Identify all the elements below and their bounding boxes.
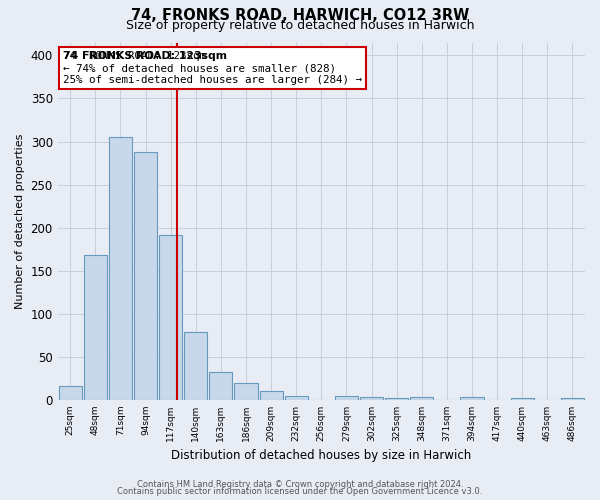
Text: 74 FRONKS ROAD: 123sqm
← 74% of detached houses are smaller (828)
25% of semi-de: 74 FRONKS ROAD: 123sqm ← 74% of detached… [63, 52, 362, 84]
Bar [84, 255, 107, 400]
Bar [184, 332, 208, 400]
Bar [209, 372, 232, 400]
Bar [284, 396, 308, 400]
Bar [460, 398, 484, 400]
Bar [335, 396, 358, 400]
Bar [561, 398, 584, 400]
Bar [385, 398, 408, 400]
Bar [235, 382, 257, 400]
Text: Contains public sector information licensed under the Open Government Licence v3: Contains public sector information licen… [118, 487, 482, 496]
Bar [109, 137, 132, 400]
Y-axis label: Number of detached properties: Number of detached properties [15, 134, 25, 309]
Text: Contains HM Land Registry data © Crown copyright and database right 2024.: Contains HM Land Registry data © Crown c… [137, 480, 463, 489]
Bar [260, 392, 283, 400]
Bar [134, 152, 157, 400]
Bar [410, 398, 433, 400]
Bar [511, 398, 534, 400]
Bar [159, 234, 182, 400]
Text: 74 FRONKS ROAD: 123sqm: 74 FRONKS ROAD: 123sqm [63, 52, 227, 62]
Bar [360, 398, 383, 400]
X-axis label: Distribution of detached houses by size in Harwich: Distribution of detached houses by size … [171, 450, 472, 462]
Text: Size of property relative to detached houses in Harwich: Size of property relative to detached ho… [126, 19, 474, 32]
Bar [59, 386, 82, 400]
Text: 74, FRONKS ROAD, HARWICH, CO12 3RW: 74, FRONKS ROAD, HARWICH, CO12 3RW [131, 8, 469, 22]
